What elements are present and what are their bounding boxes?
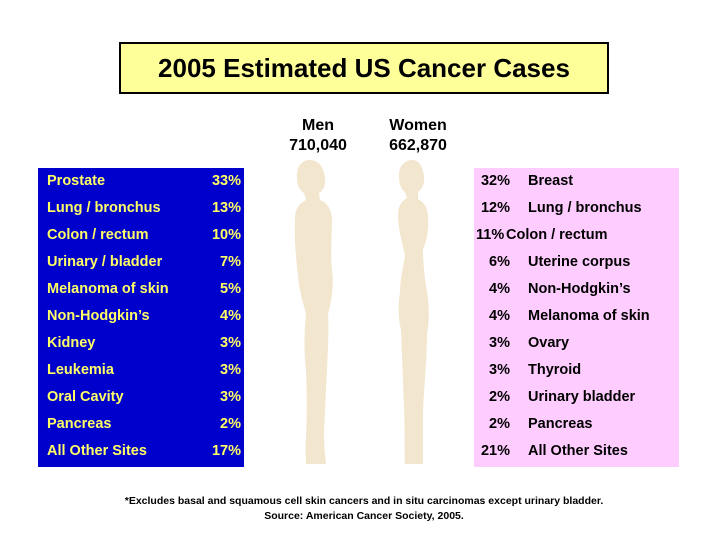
women-site-percent: 2%	[489, 389, 510, 405]
men-site-row: Oral Cavity 3%	[38, 385, 244, 409]
men-site-name: Colon / rectum	[47, 227, 149, 243]
female-silhouette-icon	[398, 160, 429, 464]
women-site-percent: 4%	[489, 281, 510, 297]
men-site-name: Pancreas	[47, 416, 112, 432]
men-site-percent: 33%	[211, 173, 241, 189]
men-label: Men	[302, 117, 334, 134]
women-site-name: Thyroid	[528, 362, 582, 378]
women-site-percent: 12%	[480, 200, 510, 216]
women-site-row: 2% Urinary bladder	[474, 385, 679, 409]
women-site-name: Lung / bronchus	[528, 200, 642, 216]
women-site-row: 12% Lung / bronchus	[474, 196, 679, 220]
women-label: Women	[389, 117, 447, 134]
men-sites-panel: Prostate 33% Lung / bronchus 13% Colon / rec…	[38, 168, 244, 467]
women-site-row: 32% Breast	[474, 169, 679, 193]
men-site-name: All Other Sites	[47, 443, 147, 459]
men-site-percent: 2%	[220, 416, 241, 432]
men-site-percent: 10%	[211, 227, 241, 243]
women-site-percent: 3%	[489, 362, 510, 378]
source-note: Source: American Cancer Society, 2005.	[264, 510, 464, 522]
men-site-percent: 3%	[220, 362, 241, 378]
women-site-row: 3% Ovary	[474, 331, 679, 355]
men-site-row: Colon / rectum 10%	[38, 223, 244, 247]
men-site-row: Pancreas 2%	[38, 412, 244, 436]
men-site-name: Kidney	[47, 335, 96, 351]
men-site-percent: 17%	[211, 443, 241, 459]
men-site-percent: 3%	[220, 389, 241, 405]
men-site-percent: 3%	[220, 335, 241, 351]
men-site-name: Non-Hodgkin’s	[47, 308, 150, 324]
women-site-name: Non-Hodgkin’s	[528, 281, 631, 297]
women-total: 662,870	[389, 137, 447, 154]
men-site-row: Urinary / bladder 7%	[38, 250, 244, 274]
women-site-name: Colon / rectum	[506, 227, 608, 243]
men-site-row: Non-Hodgkin’s 4%	[38, 304, 244, 328]
women-site-percent: 11%	[476, 227, 505, 243]
footnote: *Excludes basal and squamous cell skin c…	[124, 495, 604, 507]
women-site-percent: 2%	[489, 416, 510, 432]
women-sites-panel: 32% Breast 12% Lung / bronchus 11% Colon / re…	[474, 168, 679, 467]
women-site-name: Pancreas	[528, 416, 593, 432]
chart-title-text: 2005 Estimated US Cancer Cases	[158, 52, 570, 83]
men-site-row: Leukemia 3%	[38, 358, 244, 382]
women-site-name: Melanoma of skin	[528, 308, 650, 324]
men-site-row: Melanoma of skin 5%	[38, 277, 244, 301]
women-site-name: Uterine corpus	[528, 254, 631, 270]
men-site-percent: 5%	[220, 281, 241, 297]
men-total: 710,040	[289, 137, 347, 154]
women-site-row: 3% Thyroid	[474, 358, 679, 382]
men-site-name: Leukemia	[47, 362, 114, 378]
men-site-percent: 13%	[211, 200, 241, 216]
women-site-row: 21% All Other Sites	[474, 439, 679, 463]
men-site-row: Lung / bronchus 13%	[38, 196, 244, 220]
women-site-row: 6% Uterine corpus	[474, 250, 679, 274]
women-site-percent: 21%	[480, 443, 510, 459]
men-site-row: Kidney 3%	[38, 331, 244, 355]
women-site-row: 4% Melanoma of skin	[474, 304, 679, 328]
men-site-name: Melanoma of skin	[47, 281, 169, 297]
men-site-name: Oral Cavity	[47, 389, 124, 405]
women-site-percent: 3%	[489, 335, 510, 351]
women-site-name: All Other Sites	[528, 443, 628, 459]
women-header: Women 662,870	[376, 116, 460, 156]
men-site-row: All Other Sites 17%	[38, 439, 244, 463]
women-site-row: 11% Colon / rectum	[474, 223, 679, 247]
men-site-name: Lung / bronchus	[47, 200, 161, 216]
women-site-name: Ovary	[528, 335, 570, 351]
women-site-row: 4% Non-Hodgkin’s	[474, 277, 679, 301]
women-site-row: 2% Pancreas	[474, 412, 679, 436]
male-body-shape	[294, 160, 333, 464]
women-site-percent: 32%	[480, 173, 510, 189]
chart-title: 2005 Estimated US Cancer Cases	[119, 42, 609, 94]
male-silhouette-icon	[294, 160, 333, 464]
men-site-name: Urinary / bladder	[47, 254, 163, 270]
women-site-percent: 6%	[489, 254, 510, 270]
men-site-percent: 4%	[220, 308, 241, 324]
women-site-percent: 4%	[489, 308, 510, 324]
women-site-name: Breast	[528, 173, 574, 189]
men-site-percent: 7%	[220, 254, 241, 270]
female-body-shape	[398, 160, 429, 464]
men-header: Men 710,040	[278, 116, 358, 156]
men-site-row: Prostate 33%	[38, 169, 244, 193]
women-site-name: Urinary bladder	[528, 389, 636, 405]
men-site-name: Prostate	[47, 173, 106, 189]
